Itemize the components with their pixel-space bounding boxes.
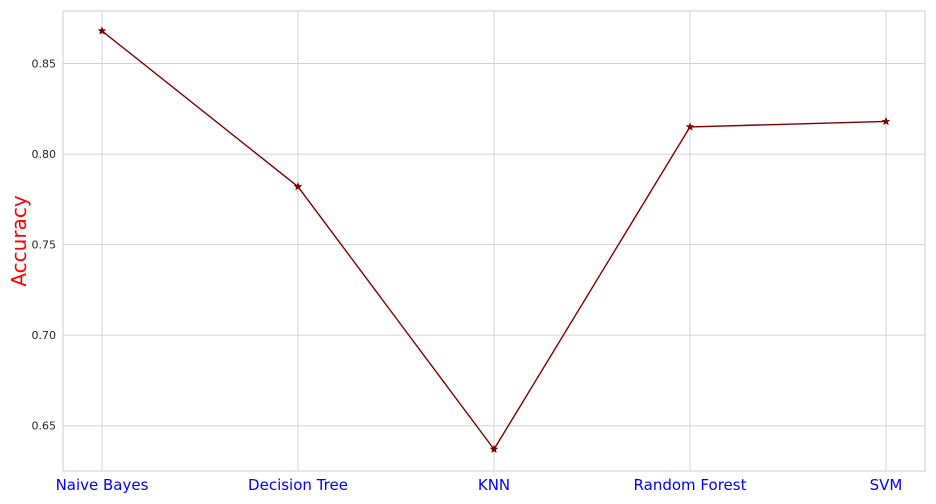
x-tick-label: KNN (478, 476, 510, 494)
y-tick-label: 0.80 (32, 148, 57, 161)
x-tick-label: SVM (870, 476, 903, 494)
x-tick-label: Random Forest (634, 476, 747, 494)
plot-frame (62, 10, 926, 472)
y-tick-label: 0.70 (32, 329, 57, 342)
data-point-star (489, 444, 499, 454)
x-axis-ticks: Naive Bayes Decision Tree KNN Random Forest… (56, 476, 903, 494)
y-tick-label: 0.65 (32, 420, 57, 433)
y-tick-label: 0.85 (32, 58, 57, 71)
data-point-star (97, 26, 107, 35)
series-group (97, 26, 891, 454)
y-tick-label: 0.75 (32, 239, 57, 252)
x-tick-label: Naive Bayes (56, 476, 149, 494)
data-point-star (881, 116, 891, 126)
x-tick-label: Decision Tree (248, 476, 348, 494)
data-point-star (293, 181, 303, 191)
y-axis-label: Accuracy (7, 195, 31, 286)
data-point-star (685, 122, 695, 131)
y-axis-ticks: 0.65 0.70 0.75 0.80 0.85 (32, 58, 57, 433)
grid (63, 11, 925, 471)
